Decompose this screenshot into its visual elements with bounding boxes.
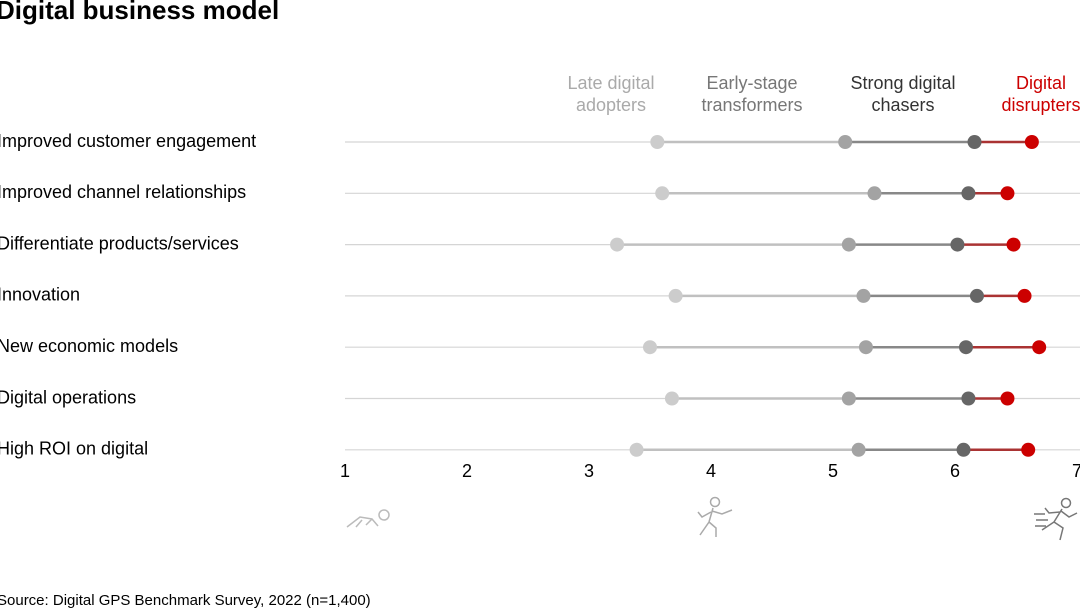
dot bbox=[1000, 391, 1015, 406]
x-tick-label: 4 bbox=[706, 461, 716, 481]
dot bbox=[967, 135, 982, 149]
x-tick-label: 3 bbox=[584, 461, 594, 481]
dot bbox=[1021, 442, 1036, 457]
category-label: Digital operations bbox=[0, 387, 136, 407]
dot bbox=[1000, 186, 1015, 201]
x-tick-label: 6 bbox=[950, 461, 960, 481]
dot bbox=[838, 135, 853, 149]
icon-crawl bbox=[346, 509, 390, 528]
category-label: Differentiate products/services bbox=[0, 233, 239, 253]
chart-title: Digital business model bbox=[0, 0, 279, 25]
dot bbox=[969, 288, 984, 303]
dot bbox=[1032, 340, 1047, 355]
dot bbox=[629, 442, 644, 457]
dot bbox=[664, 391, 679, 406]
x-tick-label: 1 bbox=[340, 461, 350, 481]
icon-walk bbox=[697, 496, 733, 537]
source: Source: Digital GPS Benchmark Survey, 20… bbox=[0, 592, 371, 609]
legend-label: Early-stage transformers bbox=[701, 73, 803, 115]
x-tick-label: 5 bbox=[828, 461, 838, 481]
dot bbox=[851, 442, 866, 457]
category-label: Improved channel relationships bbox=[0, 182, 246, 202]
dot bbox=[856, 288, 871, 303]
category-label: High ROI on digital bbox=[0, 439, 148, 459]
dot bbox=[867, 186, 882, 201]
category-label: New economic models bbox=[0, 336, 178, 356]
dot bbox=[1024, 135, 1039, 149]
dot bbox=[961, 186, 976, 201]
dot bbox=[841, 237, 856, 252]
dot bbox=[1006, 237, 1021, 252]
dot bbox=[610, 237, 625, 252]
category-label: Innovation bbox=[0, 285, 80, 305]
dot bbox=[1017, 288, 1032, 303]
dot bbox=[958, 340, 973, 355]
dot bbox=[858, 340, 873, 355]
category-label: Improved customer engagement bbox=[0, 131, 256, 151]
dot bbox=[841, 391, 856, 406]
legend-label: Late digital adopters bbox=[567, 73, 655, 115]
dot bbox=[668, 288, 683, 303]
dot bbox=[956, 442, 971, 457]
dot bbox=[950, 237, 965, 252]
legend-label: Digital disrupters bbox=[1001, 73, 1080, 115]
dot bbox=[655, 186, 670, 201]
icon-run bbox=[1034, 497, 1078, 541]
dot bbox=[650, 135, 665, 149]
legend-label: Strong digital chasers bbox=[850, 73, 956, 115]
dot bbox=[643, 340, 657, 355]
dot bbox=[961, 391, 976, 406]
x-tick-label: 2 bbox=[462, 461, 472, 481]
x-tick-label: 7 bbox=[1072, 461, 1080, 481]
